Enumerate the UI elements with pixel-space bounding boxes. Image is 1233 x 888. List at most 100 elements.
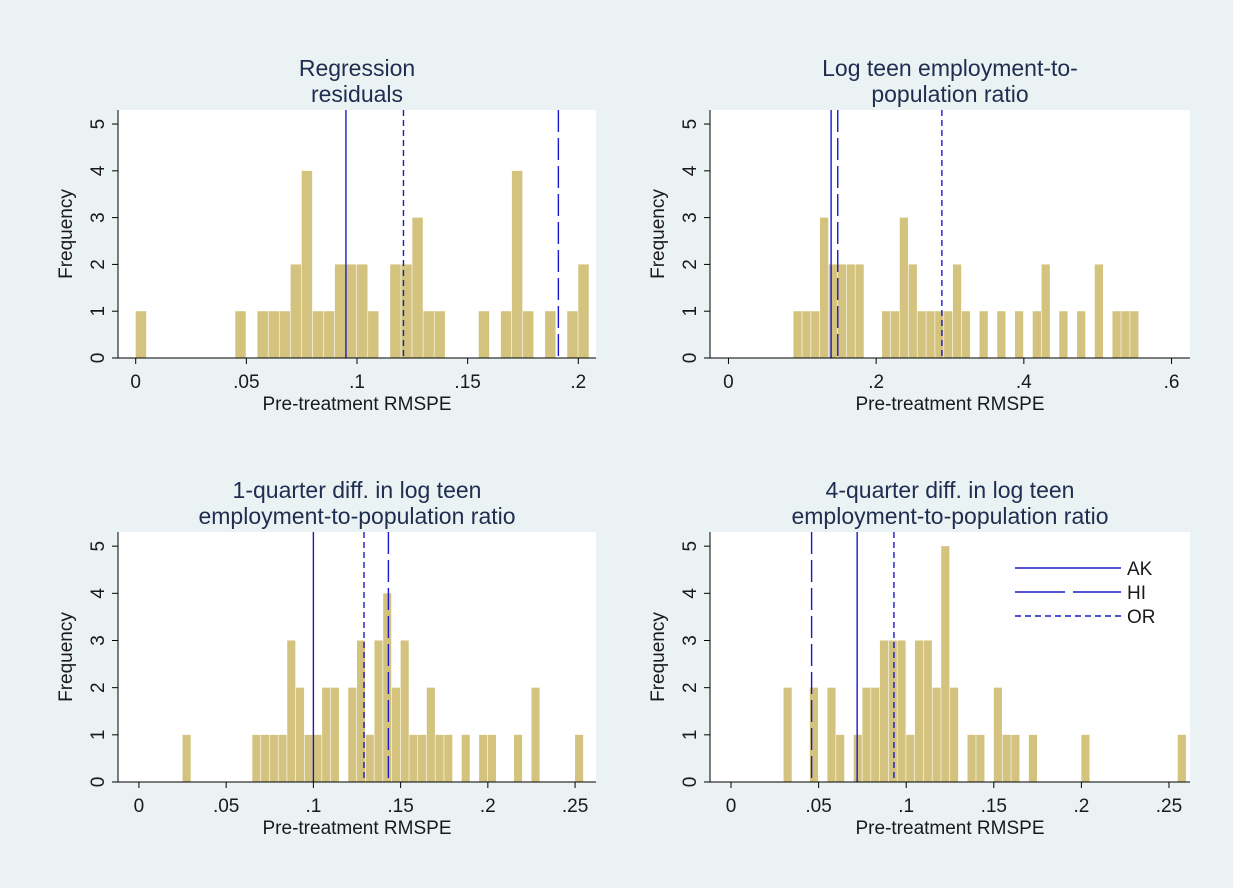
histogram-bar [295, 687, 305, 782]
panel-title-line: employment-to-population ratio [198, 503, 515, 529]
histogram-bar [444, 734, 453, 782]
y-axis-title: Frequency [648, 189, 669, 279]
histogram-bar [268, 311, 279, 358]
histogram-bar [961, 311, 971, 358]
histogram-bar [837, 264, 847, 358]
histogram-bar [1041, 264, 1050, 358]
histogram-bar [423, 311, 434, 358]
histogram-bar [997, 311, 1006, 358]
x-tick-label: .1 [349, 372, 365, 393]
histogram-bar [348, 687, 357, 782]
histogram-bar [287, 640, 296, 782]
histogram-panel-3: 0 .05 .1 .15 .2 .25 0 1 2 3 4 5 Pre-treatment RMSPE F… [56, 477, 596, 839]
histogram-bar [890, 311, 900, 358]
histogram-bar [304, 734, 313, 782]
y-axis-title: Frequency [56, 612, 77, 702]
histogram-bar [278, 734, 287, 782]
histogram-bar [334, 264, 346, 358]
y-tick-label: 1 [680, 306, 701, 317]
x-tick-label: .2 [570, 372, 586, 393]
histogram-bar [313, 734, 322, 782]
histogram-bar [322, 687, 331, 782]
histogram-bar [879, 640, 889, 782]
histogram-bar [820, 217, 829, 358]
x-tick-label: 0 [726, 796, 737, 817]
x-tick-label: .05 [805, 796, 831, 817]
y-tick-label: 5 [88, 541, 109, 552]
y-tick-label: 3 [88, 635, 109, 646]
histogram-bar [357, 640, 366, 782]
histogram-bar [828, 264, 838, 358]
histogram-bar [567, 311, 578, 358]
histogram-bar [967, 734, 976, 782]
histogram-bar [365, 734, 374, 782]
histogram-bar [935, 311, 944, 358]
x-tick-label: .05 [233, 372, 259, 393]
x-axis-title: Pre-treatment RMSPE [263, 394, 452, 415]
histogram-bar [383, 593, 392, 782]
panel-title-line: residuals [311, 81, 403, 107]
histogram-bar [135, 311, 147, 358]
histogram-bar [409, 734, 418, 782]
histogram-bar [434, 311, 445, 358]
histogram-bar [312, 311, 324, 358]
y-tick-label: 2 [680, 259, 701, 270]
x-tick-label: .6 [1164, 372, 1180, 393]
histogram-bar [261, 734, 270, 782]
y-tick-label: 5 [88, 119, 109, 130]
histogram-bar [811, 311, 820, 358]
histogram-bar [235, 311, 246, 358]
y-tick-label: 1 [88, 730, 109, 741]
histogram-panel-2: 0 .2 .4 .6 0 1 2 3 4 5 Pre-treatment RMSPE Frequenc… [648, 55, 1190, 415]
y-tick-label: 4 [680, 588, 701, 599]
y-tick-label: 0 [680, 777, 701, 788]
y-tick-label: 0 [88, 353, 109, 364]
histogram-bar [461, 734, 470, 782]
histogram-bar [279, 311, 291, 358]
histogram-bar [793, 311, 802, 358]
histogram-bar [855, 264, 864, 358]
histogram-bar [1059, 311, 1068, 358]
histogram-bar [993, 687, 1002, 782]
y-tick-label: 4 [88, 165, 109, 176]
y-tick-label: 3 [680, 635, 701, 646]
legend-label-ak: AK [1127, 559, 1153, 580]
histogram-panel-4: 0 .05 .1 .15 .2 .25 0 1 2 3 4 5 Pre-treatment RMSPE F… [648, 477, 1190, 839]
histogram-bar [487, 734, 496, 782]
histogram-bar [932, 687, 941, 782]
panel-title-line: 4-quarter diff. in log teen [826, 477, 1075, 503]
histogram-bar [182, 734, 191, 782]
histogram-panel-1: 0 .05 .1 .15 .2 0 1 2 3 4 5 Pre-treatment RMSPE Freq… [56, 55, 596, 415]
y-tick-label: 1 [680, 730, 701, 741]
x-tick-label: .15 [387, 796, 413, 817]
y-tick-label: 5 [680, 119, 701, 130]
histogram-bar [368, 311, 379, 358]
x-tick-label: 0 [134, 796, 145, 817]
histogram-bar [545, 311, 556, 358]
histogram-bar [944, 311, 953, 358]
panel-title-line: 1-quarter diff. in log teen [233, 477, 482, 503]
histogram-bar [290, 264, 302, 358]
histogram-bar [888, 640, 897, 782]
panel-title-line: Log teen employment-to- [822, 55, 1078, 81]
y-tick-label: 1 [88, 306, 109, 317]
x-tick-label: .25 [562, 796, 588, 817]
histogram-bar [1032, 311, 1041, 358]
x-tick-label: .1 [898, 796, 914, 817]
x-tick-label: .25 [1156, 796, 1182, 817]
histogram-bar [1130, 311, 1139, 358]
legend-label-hi: HI [1127, 583, 1146, 604]
histogram-bar [950, 687, 959, 782]
x-axis-title: Pre-treatment RMSPE [263, 818, 452, 839]
y-tick-label: 2 [88, 682, 109, 693]
histogram-bar [301, 170, 313, 358]
y-tick-label: 4 [680, 165, 701, 176]
y-tick-label: 0 [680, 353, 701, 364]
histogram-bar [941, 546, 950, 782]
histogram-bar [412, 217, 423, 358]
histogram-bar [914, 640, 924, 782]
histogram-bar [862, 687, 871, 782]
histogram-bar [357, 264, 368, 358]
y-tick-label: 5 [680, 541, 701, 552]
histogram-bar [252, 734, 261, 782]
